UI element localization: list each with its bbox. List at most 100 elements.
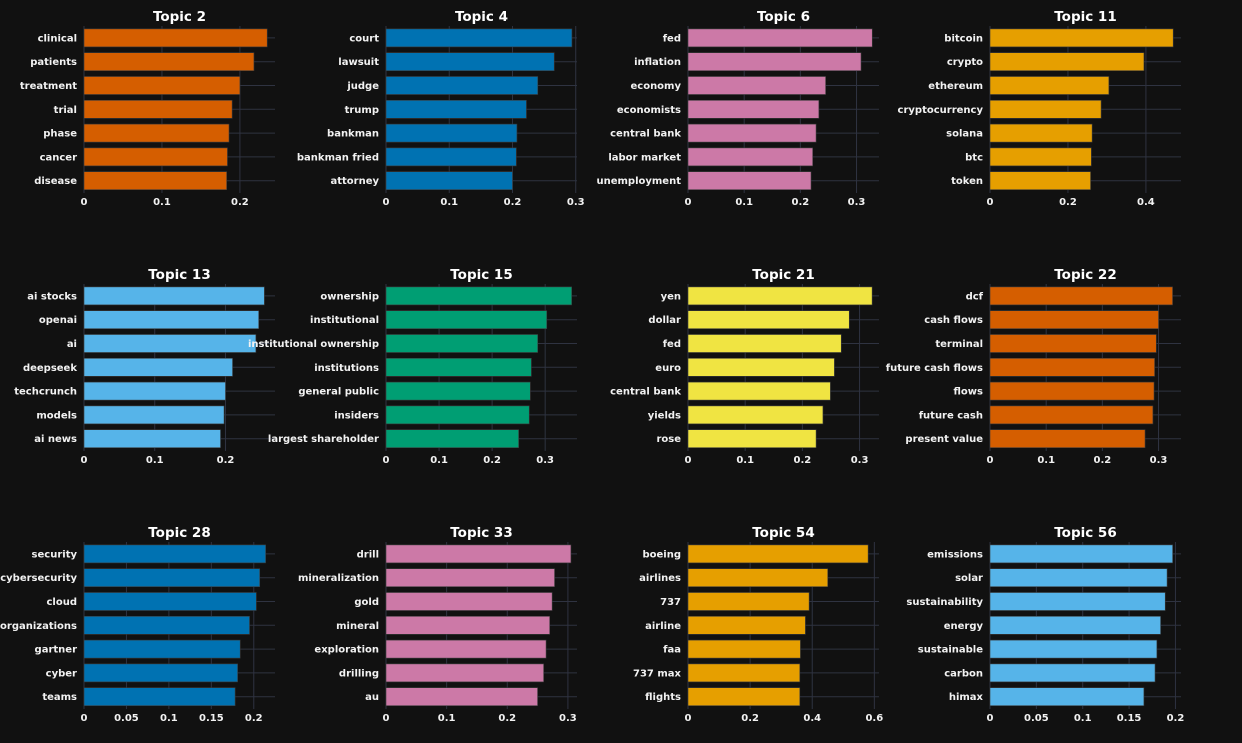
x-tick-label: 0.2 xyxy=(504,197,522,208)
bar-labor-market xyxy=(687,147,814,167)
category-label: airlines xyxy=(639,573,681,584)
bar-institutional-ownership xyxy=(385,334,539,353)
category-label: cybersecurity xyxy=(0,573,77,584)
category-label: phase xyxy=(43,129,77,140)
chart-title: Topic 56 xyxy=(1054,525,1116,541)
bar-ethereum xyxy=(989,76,1110,95)
x-tick-label: 0 xyxy=(685,197,692,208)
x-tick-label: 0.3 xyxy=(567,197,585,208)
topic-chart-panel: Topic 6 fed inflation economy economists cent… xyxy=(596,0,894,208)
category-label: deepseek xyxy=(23,363,77,374)
category-label: cyber xyxy=(46,668,77,679)
x-tick-label: 0.15 xyxy=(1117,713,1142,724)
category-label: yen xyxy=(661,291,681,302)
topic-bar-chart: Topic 11 bitcoin crypto ethereum cryptocurre… xyxy=(898,9,1181,208)
x-tick-label: 0.05 xyxy=(1024,713,1049,724)
bar-cloud xyxy=(83,592,257,611)
bar-ai-news xyxy=(83,429,221,448)
bar-techcrunch xyxy=(83,381,226,401)
x-tick-label: 0.2 xyxy=(483,455,501,466)
bar-openai xyxy=(83,310,260,330)
bar-economists xyxy=(687,100,820,119)
category-label: au xyxy=(365,692,379,703)
bar-general-public xyxy=(385,381,531,401)
bar-flights xyxy=(687,687,801,706)
category-label: sustainability xyxy=(906,597,983,608)
category-label: institutional ownership xyxy=(248,339,379,350)
x-tick-label: 0 xyxy=(685,713,692,724)
category-label: insiders xyxy=(334,410,379,421)
topic-chart-panel: Topic 21 yen dollar fed euro central bank yiel… xyxy=(604,258,894,466)
bar-airlines xyxy=(687,568,829,588)
topic-chart-panel: Topic 2 clinical patients treatment trial pha… xyxy=(0,0,290,208)
category-label: ai xyxy=(67,339,77,350)
category-label: ethereum xyxy=(928,81,983,92)
category-label: drilling xyxy=(339,668,379,679)
bar-unemployment xyxy=(687,171,812,190)
category-label: crypto xyxy=(947,57,983,68)
category-label: flows xyxy=(954,387,984,398)
bar-organizations xyxy=(83,616,250,635)
category-label: dollar xyxy=(648,315,681,326)
bar-bitcoin xyxy=(989,28,1174,48)
chart-title: Topic 28 xyxy=(148,525,210,541)
topic-bar-chart: Topic 28 security cybersecurity cloud organi… xyxy=(0,525,275,724)
category-label: solana xyxy=(946,129,983,140)
bar-mineral xyxy=(385,616,551,635)
bar-inflation xyxy=(687,52,862,72)
bar-rose xyxy=(687,429,817,448)
category-label: labor market xyxy=(608,152,681,163)
bar-boeing xyxy=(687,544,869,564)
x-tick-label: 0 xyxy=(987,455,994,466)
chart-title: Topic 13 xyxy=(148,267,210,283)
x-tick-label: 0.6 xyxy=(865,713,883,724)
category-label: general public xyxy=(298,387,379,398)
chart-title: Topic 6 xyxy=(757,9,810,25)
bar-faa xyxy=(687,639,801,659)
x-tick-label: 0 xyxy=(81,713,88,724)
bar-ai-stocks xyxy=(83,286,265,306)
bar-institutional xyxy=(385,310,548,330)
category-label: faa xyxy=(663,645,681,656)
bar-economy xyxy=(687,76,826,95)
topic-chart-panel: Topic 28 security cybersecurity cloud organi… xyxy=(0,516,290,724)
category-label: unemployment xyxy=(596,176,681,187)
category-label: solar xyxy=(955,573,983,584)
category-label: disease xyxy=(34,176,77,187)
category-label: dcf xyxy=(966,291,984,302)
category-label: lawsuit xyxy=(338,57,379,68)
category-label: ai stocks xyxy=(27,291,77,302)
topic-bar-chart: Topic 15 ownership institutional institutio… xyxy=(248,267,577,466)
bar-ai xyxy=(83,334,257,353)
bar-teams xyxy=(83,687,236,706)
category-label: cancer xyxy=(40,152,78,163)
category-label: openai xyxy=(39,315,77,326)
x-tick-label: 0.4 xyxy=(803,713,821,724)
category-label: attorney xyxy=(330,176,379,187)
category-label: mineralization xyxy=(298,573,379,584)
category-label: largest shareholder xyxy=(268,434,379,445)
category-label: economists xyxy=(617,105,681,116)
x-tick-label: 0.3 xyxy=(848,197,866,208)
x-tick-label: 0.05 xyxy=(114,713,139,724)
bar-treatment xyxy=(83,76,241,95)
category-label: btc xyxy=(965,152,983,163)
x-tick-label: 0.1 xyxy=(1037,455,1055,466)
category-label: cloud xyxy=(46,597,77,608)
bar-security xyxy=(83,544,266,564)
category-label: bitcoin xyxy=(944,33,983,44)
bar-exploration xyxy=(385,639,547,659)
topic-chart-panel: Topic 13 ai stocks openai ai deepseek techcru… xyxy=(0,258,290,466)
bar-emissions xyxy=(989,544,1173,564)
x-tick-label: 0.2 xyxy=(741,713,759,724)
chart-title: Topic 4 xyxy=(455,9,508,25)
bar-phase xyxy=(83,123,230,143)
category-label: flights xyxy=(645,692,681,703)
bar-disease xyxy=(83,171,227,190)
x-tick-label: 0 xyxy=(685,455,692,466)
chart-title: Topic 15 xyxy=(450,267,512,283)
bar-737-max xyxy=(687,663,801,683)
category-label: cash flows xyxy=(924,315,983,326)
topic-chart-panel: Topic 54 boeing airlines 737 airline faa 737 m… xyxy=(604,516,894,724)
x-tick-label: 0.1 xyxy=(146,455,164,466)
